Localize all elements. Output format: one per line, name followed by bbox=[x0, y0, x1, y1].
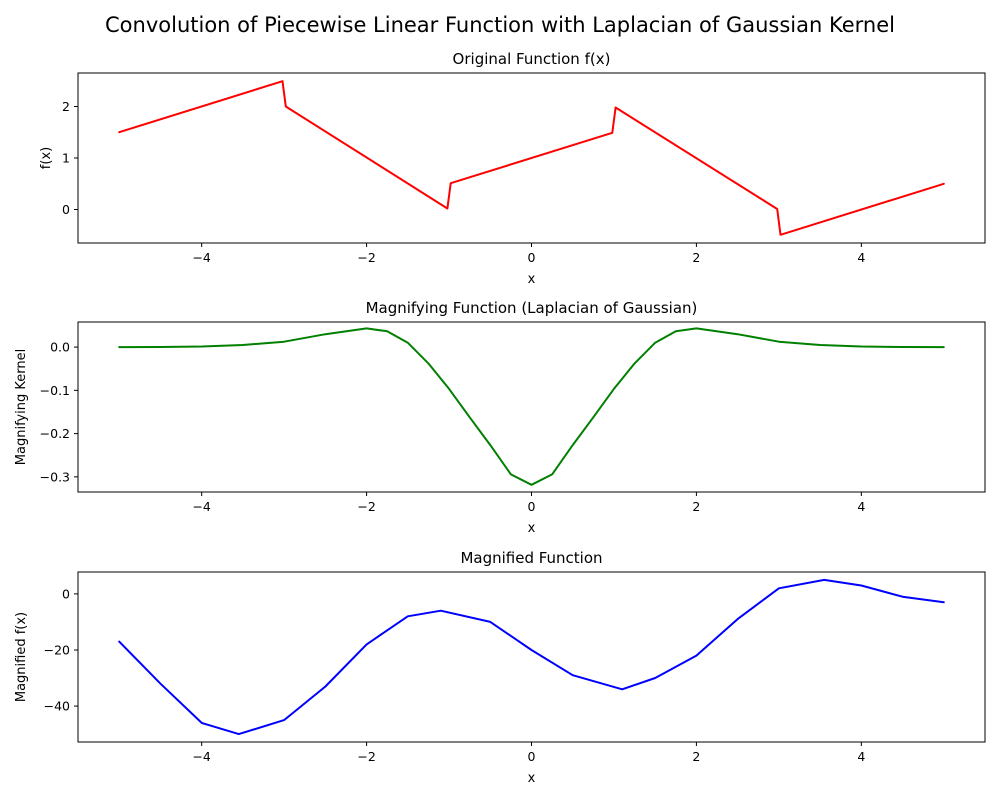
x-axis-label: x bbox=[528, 521, 536, 536]
subplot-title: Original Function f(x) bbox=[453, 50, 611, 68]
x-tick-label: 4 bbox=[857, 499, 865, 514]
y-tick-label: 2 bbox=[62, 99, 70, 114]
x-tick-label: −2 bbox=[357, 749, 375, 764]
y-tick-label: 0 bbox=[62, 586, 70, 601]
x-tick-label: 2 bbox=[692, 250, 700, 265]
x-tick-label: 0 bbox=[528, 499, 536, 514]
subplot-2: −4 −2 0 2 4 −0.3 −0.2 −0.1 0.0 Magnifying Functio… bbox=[14, 299, 986, 536]
y-axis-label: Magnified f(x) bbox=[14, 612, 29, 702]
x-axis-label: x bbox=[528, 272, 536, 287]
subplot-title: Magnified Function bbox=[460, 549, 602, 567]
x-tick-label: −4 bbox=[192, 250, 210, 265]
series-line-1 bbox=[118, 578, 945, 736]
y-axis-label: Magnifying Kernel bbox=[14, 349, 29, 465]
y-tick-label: 0.0 bbox=[50, 340, 70, 355]
series-line-1 bbox=[118, 80, 945, 236]
x-tick-label: 2 bbox=[692, 749, 700, 764]
x-tick-label: −4 bbox=[192, 749, 210, 764]
x-tick-label: 4 bbox=[857, 250, 865, 265]
y-tick-label: −0.2 bbox=[40, 426, 70, 441]
series-line-1 bbox=[118, 327, 945, 486]
subplot-title: Magnifying Function (Laplacian of Gaussi… bbox=[366, 299, 698, 317]
x-tick-label: −4 bbox=[192, 499, 210, 514]
y-tick-label: −40 bbox=[44, 699, 70, 714]
y-axis-label: f(x) bbox=[39, 147, 54, 169]
x-tick-label: 2 bbox=[692, 499, 700, 514]
figure-title: Convolution of Piecewise Linear Function… bbox=[105, 13, 895, 37]
x-tick-label: 0 bbox=[528, 749, 536, 764]
x-tick-label: 4 bbox=[857, 749, 865, 764]
x-tick-label: 0 bbox=[528, 250, 536, 265]
y-tick-label: −0.1 bbox=[40, 383, 70, 398]
y-tick-label: 1 bbox=[62, 151, 70, 166]
subplot-1: −4 −2 0 2 4 0 1 2 Original Function f(x) x f(x) bbox=[39, 50, 986, 287]
y-tick-label: −0.3 bbox=[40, 469, 70, 484]
x-axis-label: x bbox=[528, 771, 536, 786]
y-tick-label: 0 bbox=[62, 202, 70, 217]
y-tick-label: −20 bbox=[44, 642, 70, 657]
x-tick-label: −2 bbox=[357, 250, 375, 265]
x-tick-label: −2 bbox=[357, 499, 375, 514]
